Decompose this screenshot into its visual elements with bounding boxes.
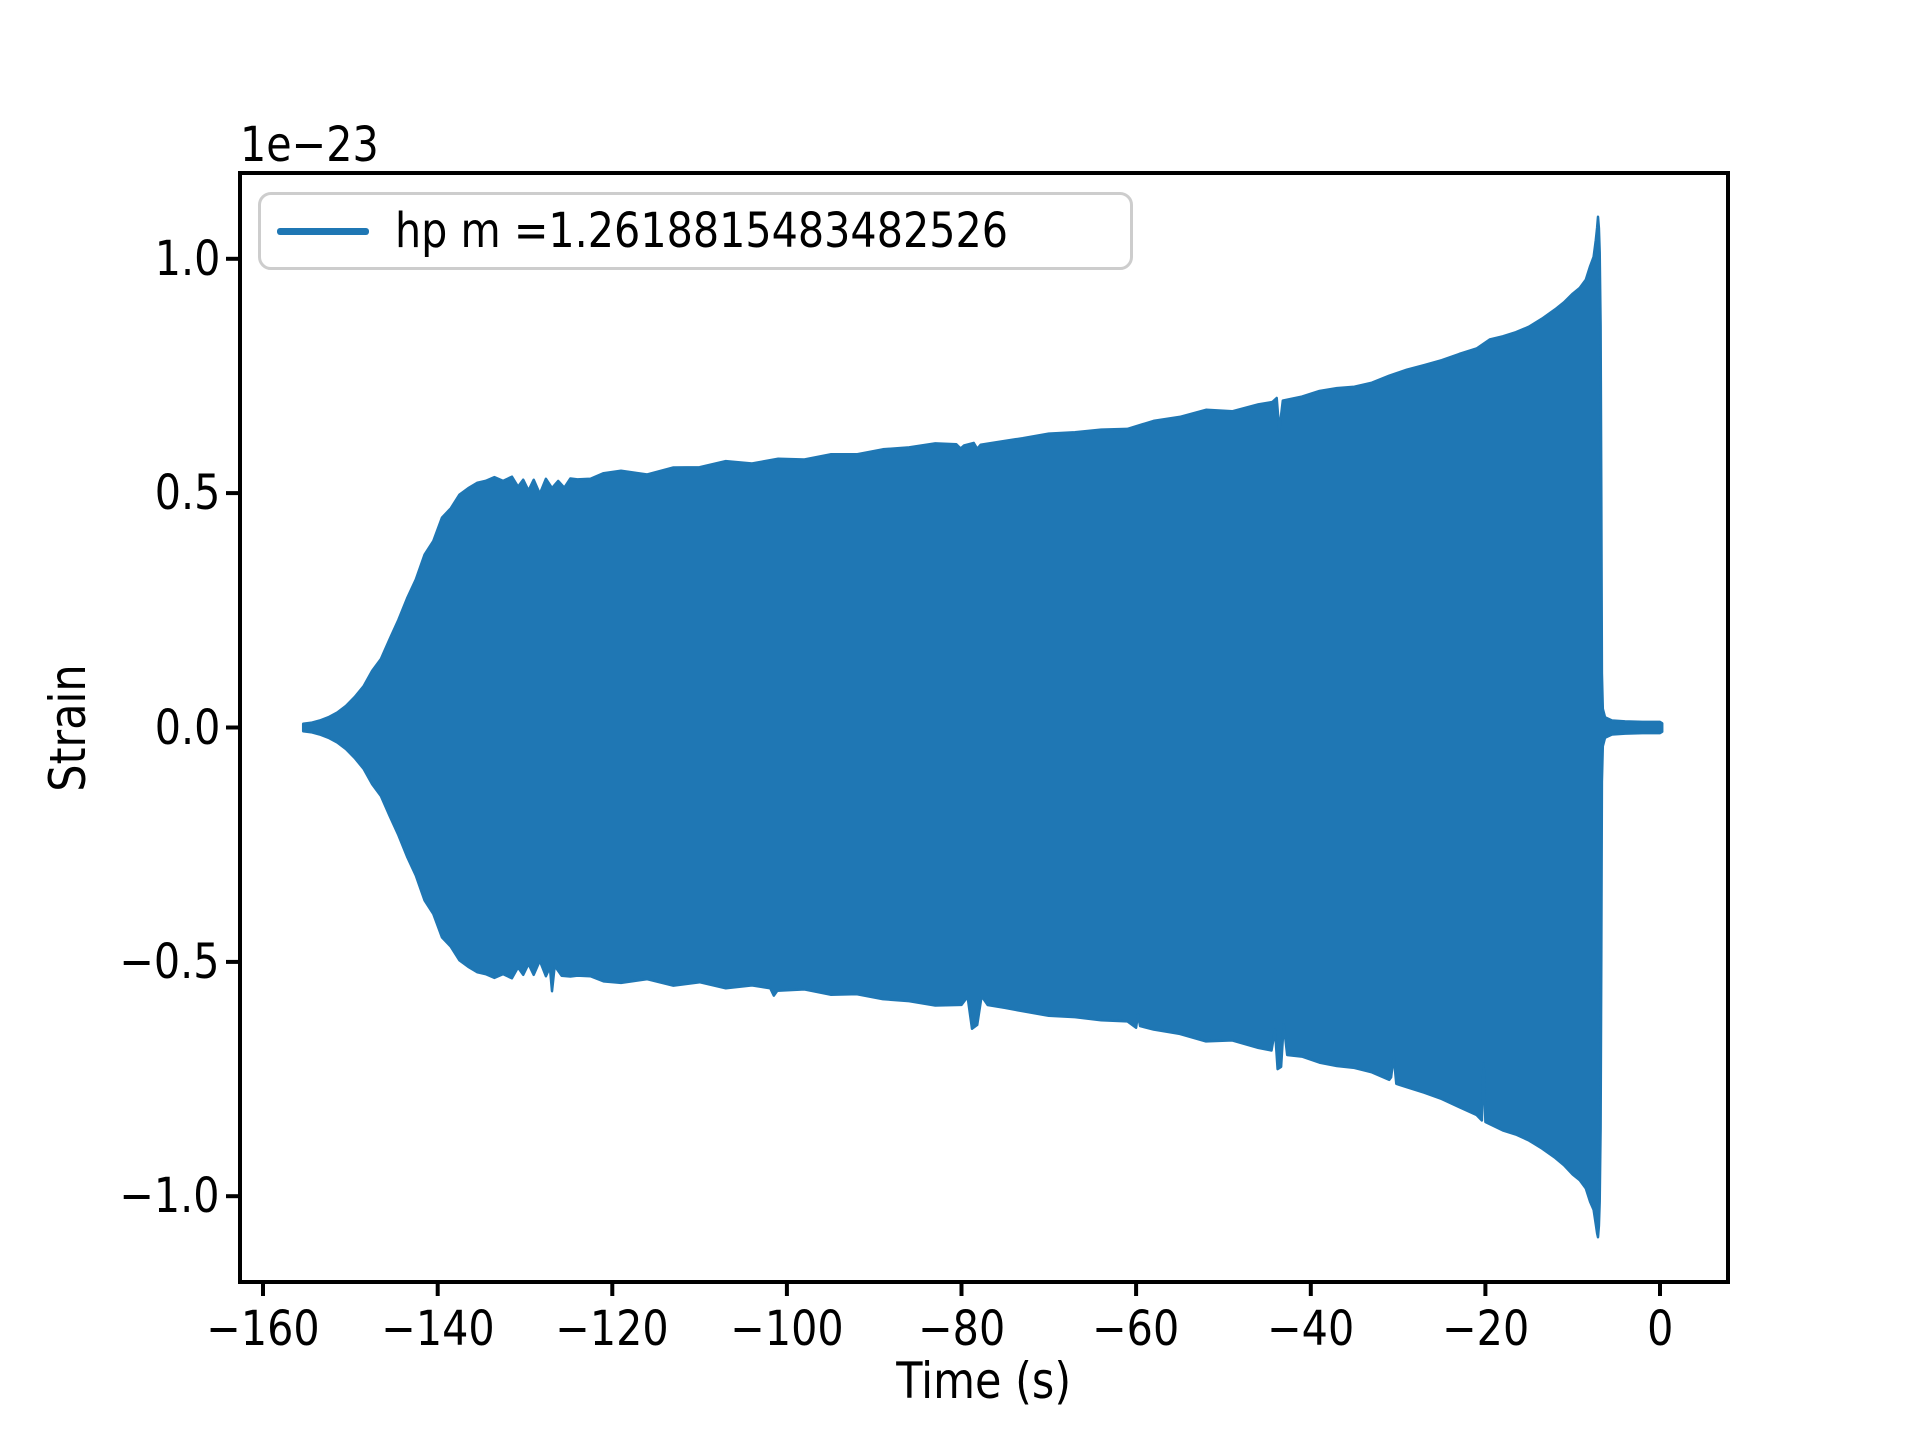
x-tick-label: 0 bbox=[1646, 1301, 1674, 1357]
x-tick-label: −40 bbox=[1267, 1301, 1355, 1357]
x-tick-label: −80 bbox=[917, 1301, 1006, 1357]
x-tick-label: −60 bbox=[1092, 1301, 1180, 1357]
y-axis-label: Strain bbox=[39, 664, 97, 792]
x-tick-label: −120 bbox=[555, 1301, 669, 1357]
x-tick-label: −160 bbox=[206, 1301, 320, 1357]
legend-line-sample bbox=[277, 227, 369, 235]
y-tick-label: 1.0 bbox=[154, 230, 220, 287]
strain-waveform-area bbox=[301, 215, 1664, 1239]
x-axis-label: Time (s) bbox=[896, 1352, 1072, 1410]
x-tick-label: −100 bbox=[730, 1301, 844, 1357]
y-tick-label: −0.5 bbox=[119, 933, 220, 990]
axes-spines bbox=[238, 171, 1730, 1284]
y-tick-label: 0.5 bbox=[154, 465, 220, 522]
legend-label: hp m =1.2618815483482526 bbox=[395, 203, 1009, 259]
y-tick-label: 0.0 bbox=[154, 699, 220, 756]
y-tick-label: −1.0 bbox=[119, 1168, 220, 1225]
x-tick-label: −20 bbox=[1441, 1301, 1529, 1357]
legend: hp m =1.2618815483482526 bbox=[258, 192, 1133, 270]
x-tick-label: −140 bbox=[380, 1301, 495, 1357]
y-axis-offset-text: 1e−23 bbox=[240, 117, 379, 173]
